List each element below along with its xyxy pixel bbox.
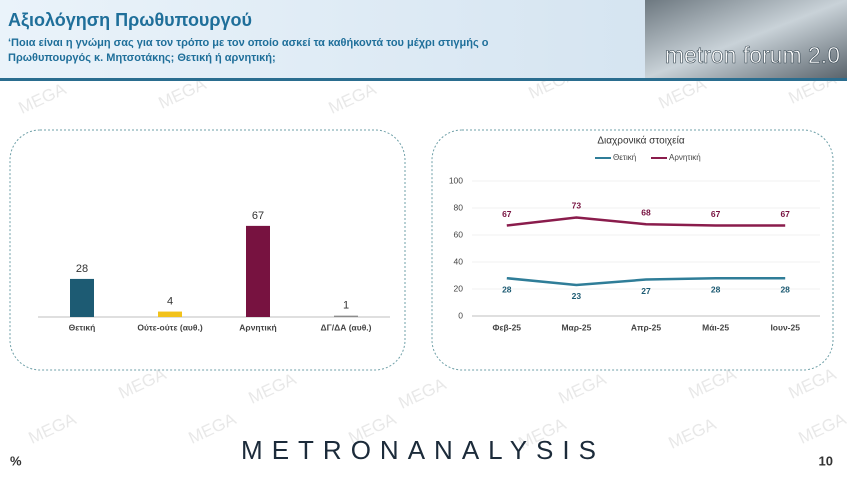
bar	[334, 315, 358, 317]
data-label: 67	[502, 209, 512, 219]
y-tick-label: 60	[454, 229, 464, 239]
y-tick-label: 100	[449, 175, 463, 185]
x-tick-label: Μάι-25	[702, 322, 729, 332]
x-tick-label: Ιουν-25	[770, 322, 800, 332]
data-label: 28	[76, 263, 88, 275]
subtitle: ‘Ποια είναι η γνώμη σας για τον τρόπο με…	[8, 37, 489, 49]
data-label: 73	[572, 201, 582, 211]
brand: METRONANALYSIS	[241, 435, 605, 465]
x-tick-label: Αρνητική	[239, 322, 276, 332]
data-label: 68	[641, 207, 651, 217]
bar	[246, 225, 270, 317]
series-line	[506, 216, 786, 227]
chart-title: Διαχρονικά στοιχεία	[597, 135, 685, 147]
data-label: 67	[780, 209, 790, 219]
series-line	[506, 276, 786, 287]
legend-label: Θετική	[613, 153, 636, 162]
logo-image	[645, 0, 847, 78]
data-label: 28	[502, 284, 512, 294]
data-label: 23	[572, 291, 582, 301]
data-label: 28	[711, 284, 721, 294]
y-tick-label: 0	[458, 310, 463, 320]
data-label: 4	[167, 295, 173, 307]
x-tick-label: Φεβ-25	[493, 322, 522, 332]
bar	[70, 278, 94, 317]
x-tick-label: Ούτε-ούτε (αυθ.)	[137, 322, 203, 332]
logo-text: metron forum 2.0	[665, 42, 840, 68]
page-number: 10	[819, 453, 833, 468]
y-tick-label: 20	[454, 283, 464, 293]
x-tick-label: Θετική	[69, 322, 96, 332]
panel	[9, 129, 406, 371]
data-label: 67	[711, 209, 721, 219]
data-label: 28	[780, 284, 790, 294]
bar	[158, 311, 182, 317]
slide-title: Αξιολόγηση Πρωθυπουργού	[8, 10, 252, 31]
x-tick-label: Μαρ-25	[561, 322, 591, 332]
x-tick-label: ΔΓ/ΔΑ (αυθ.)	[321, 322, 372, 332]
panel	[431, 129, 834, 371]
data-label: 67	[252, 210, 264, 222]
header-rule	[0, 78, 847, 81]
data-label: 1	[343, 300, 349, 312]
subtitle: Πρωθυπουργός κ. Μητσοτάκης; Θετική ή αρν…	[8, 52, 276, 64]
y-tick-label: 40	[454, 256, 464, 266]
unit-label: %	[10, 453, 22, 468]
legend-label: Αρνητική	[669, 153, 701, 162]
data-label: 27	[641, 286, 651, 296]
y-tick-label: 80	[454, 202, 464, 212]
x-tick-label: Απρ-25	[631, 322, 661, 332]
